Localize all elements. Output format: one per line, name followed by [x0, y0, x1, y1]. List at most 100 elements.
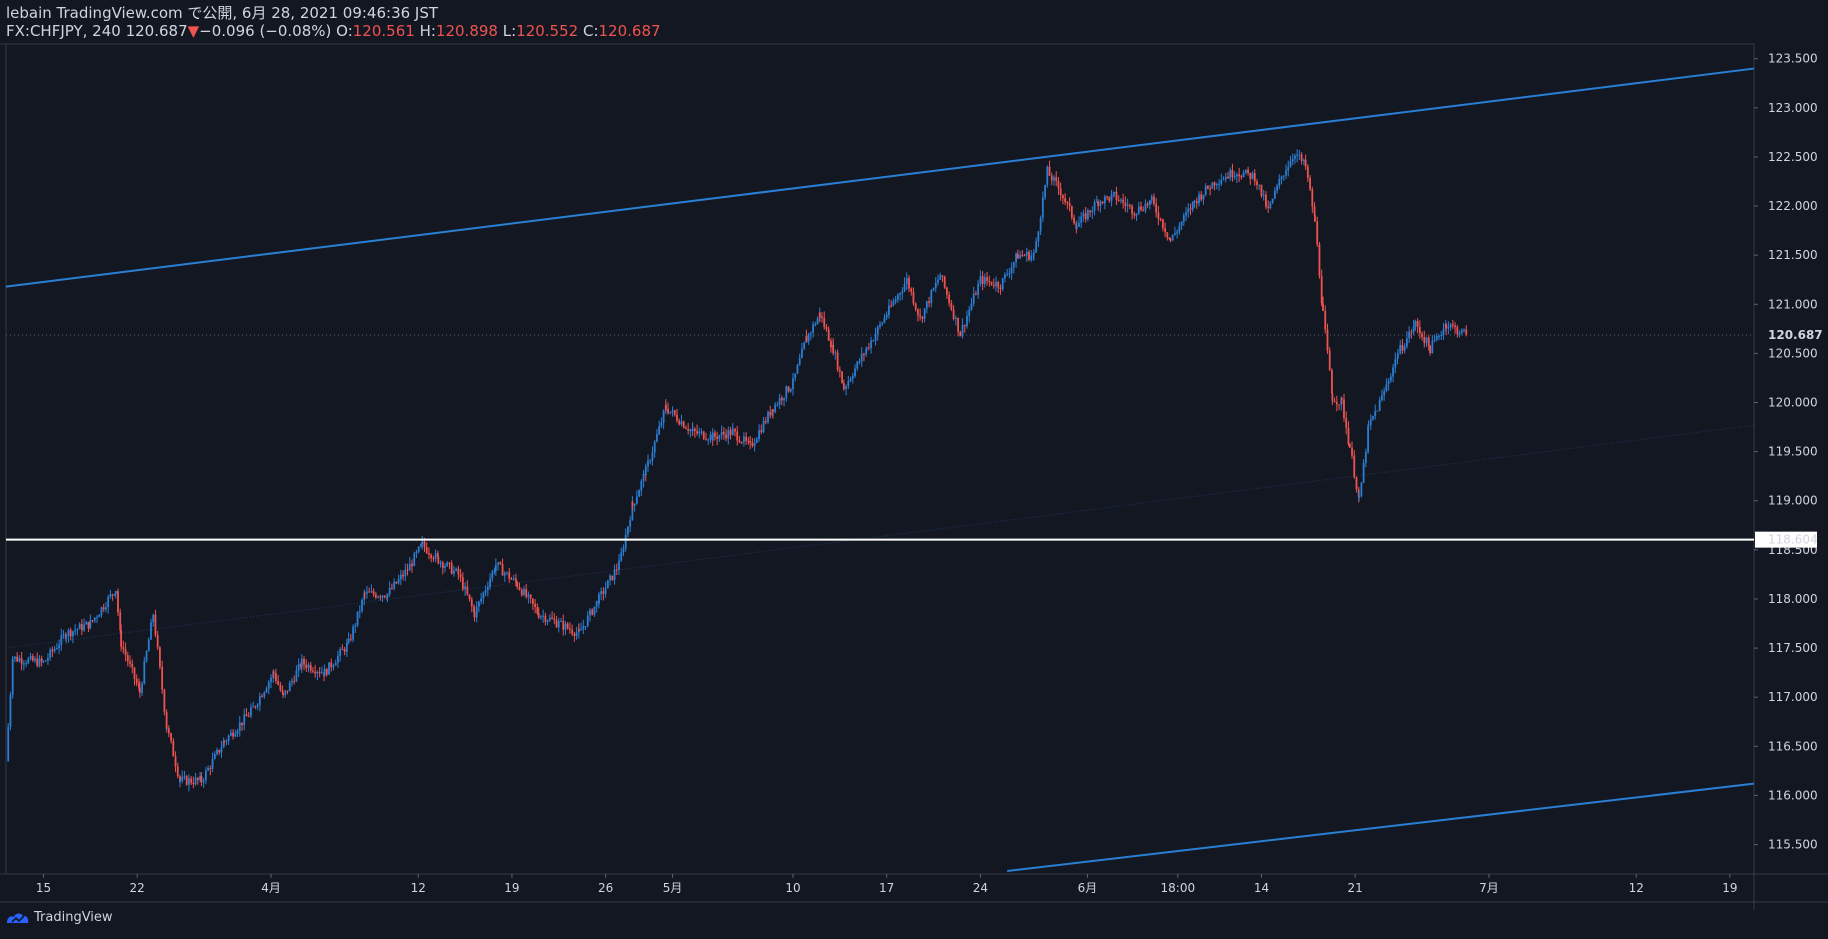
candle: [546, 620, 549, 622]
candle: [785, 386, 788, 398]
candle: [1287, 167, 1290, 171]
candle: [780, 397, 783, 401]
candle: [1425, 337, 1428, 344]
candle: [992, 284, 995, 287]
candle: [1128, 205, 1131, 207]
candle: [921, 316, 924, 319]
candle: [792, 378, 794, 386]
candle: [516, 582, 519, 587]
candle: [1220, 180, 1223, 184]
candle: [1265, 194, 1267, 207]
candle: [42, 661, 45, 663]
x-tick-label: 22: [130, 881, 145, 895]
candle: [720, 432, 723, 436]
candle: [635, 496, 638, 504]
candle: [1048, 166, 1051, 176]
candle: [600, 591, 603, 595]
candle: [705, 438, 707, 440]
candle: [1445, 324, 1448, 329]
low-label: L:: [502, 22, 517, 40]
candle: [787, 386, 790, 392]
candle: [1010, 267, 1013, 274]
ohlc-legend: FX:CHFJPY, 240 120.687▼−0.096 (−0.08%) O…: [6, 22, 661, 40]
candle: [885, 315, 888, 317]
candle: [968, 309, 971, 316]
candle: [856, 361, 859, 369]
candle: [1271, 198, 1274, 203]
candle: [1189, 208, 1192, 210]
candle: [959, 331, 962, 337]
candle: [234, 733, 237, 737]
candle: [1314, 215, 1316, 222]
candle: [584, 626, 587, 628]
candle: [1115, 192, 1118, 201]
y-tick-label: 123.000: [1768, 101, 1818, 115]
candle: [1171, 234, 1174, 241]
candle: [1164, 228, 1166, 233]
candle: [345, 642, 348, 652]
candle: [129, 661, 131, 664]
candle: [1285, 170, 1287, 176]
candle: [491, 571, 494, 579]
candle: [979, 276, 982, 284]
y-tick-label: 115.500: [1768, 838, 1818, 852]
candle: [986, 277, 988, 282]
candle: [156, 635, 159, 648]
x-tick-label: 10: [785, 881, 800, 895]
candle: [557, 621, 560, 626]
candle: [138, 687, 141, 693]
candle: [883, 317, 886, 323]
candle: [1110, 194, 1113, 201]
y-tick-label: 120.000: [1768, 396, 1818, 410]
candle: [493, 570, 496, 572]
candle: [1015, 253, 1017, 263]
candle: [879, 324, 881, 327]
candle: [1233, 176, 1236, 178]
y-tick-label: 122.500: [1768, 150, 1818, 164]
candle: [165, 728, 168, 730]
candle: [124, 649, 127, 656]
candle: [1153, 196, 1155, 204]
candle: [1353, 455, 1356, 478]
candle: [1137, 206, 1140, 214]
candle: [391, 587, 393, 589]
candle: [764, 420, 767, 423]
candle: [814, 324, 817, 326]
candle: [1289, 161, 1292, 168]
candle: [1044, 184, 1046, 198]
candle: [428, 553, 430, 555]
candle: [937, 279, 939, 283]
candle: [436, 553, 439, 557]
candle: [560, 620, 562, 622]
candle: [295, 670, 298, 682]
candle: [309, 664, 312, 671]
candle: [1180, 221, 1183, 226]
candle: [738, 440, 741, 443]
candle: [827, 329, 830, 341]
candle: [325, 669, 328, 675]
candle: [261, 696, 263, 698]
candle: [575, 632, 578, 636]
candle: [450, 563, 453, 574]
candle: [1150, 196, 1153, 201]
candle: [1381, 395, 1383, 401]
candle: [1198, 194, 1200, 204]
candle: [807, 333, 810, 342]
candle: [152, 614, 155, 623]
candle: [566, 623, 569, 629]
candle: [36, 658, 39, 666]
candle: [1378, 400, 1381, 411]
candle: [330, 662, 333, 668]
candle: [441, 562, 444, 568]
candle: [1335, 401, 1338, 405]
candle: [20, 658, 23, 664]
candle: [243, 714, 246, 726]
candle: [731, 429, 734, 431]
candle: [1059, 188, 1062, 196]
candle: [653, 441, 656, 453]
candle: [1195, 200, 1198, 204]
candle: [87, 621, 90, 629]
candle: [1343, 399, 1345, 419]
candle: [258, 696, 261, 705]
